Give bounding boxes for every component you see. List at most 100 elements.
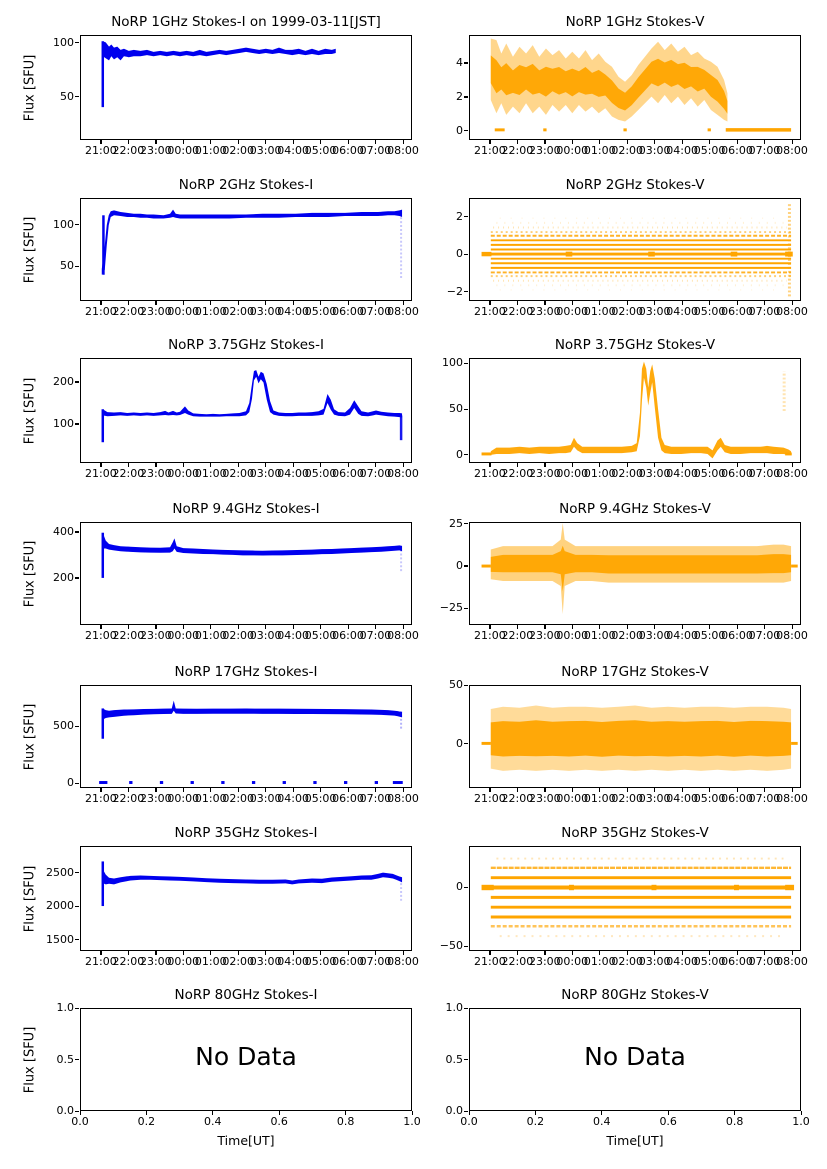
- x-tick-mark: [127, 788, 130, 792]
- x-tick-mark: [374, 301, 377, 305]
- x-tick-label: 21:00: [474, 467, 506, 480]
- x-tick-label: 06:00: [332, 144, 364, 157]
- x-tick-mark: [127, 463, 130, 467]
- x-tick-label: 00:00: [556, 144, 589, 157]
- x-tick-mark: [626, 140, 628, 144]
- x-tick-label: 22:00: [112, 955, 145, 968]
- x-tick-mark: [237, 788, 239, 792]
- x-tick-mark: [709, 788, 711, 792]
- y-tick-label: 0: [456, 736, 463, 750]
- x-tick-label: 08:00: [387, 144, 419, 157]
- y-tick-mark: [464, 253, 468, 255]
- x-tick-label: 23:00: [528, 629, 561, 642]
- x-tick-label: 0.2: [526, 1115, 545, 1128]
- x-tick-label: 07:00: [748, 144, 781, 157]
- x-tick-label: 02:00: [222, 144, 255, 157]
- x-tick-mark: [320, 140, 322, 144]
- x-tick-mark: [402, 301, 404, 305]
- x-tick-mark: [791, 625, 793, 629]
- x-tick-label: 08:00: [387, 629, 419, 642]
- x-tick-mark: [626, 301, 628, 305]
- stokes-i-trace: [101, 370, 403, 443]
- x-tick-mark: [544, 301, 546, 305]
- y-tick-mark: [464, 62, 468, 64]
- x-tick-label: 08:00: [776, 467, 808, 480]
- x-tick-mark: [278, 1111, 280, 1115]
- x-tick-label: 21:00: [474, 305, 506, 318]
- subplot-80ghz-stokes-i: NoRP 80GHz Stokes-I Flux [SFU] No Data T…: [0, 987, 421, 1169]
- x-tick-mark: [155, 788, 157, 792]
- x-tick-label: 01:00: [194, 467, 227, 480]
- x-tick-label: 03:00: [249, 792, 282, 805]
- y-tick-label: 50: [449, 678, 463, 691]
- x-tick-label: 21:00: [85, 792, 117, 805]
- x-tick-label: 01:00: [583, 467, 616, 480]
- y-tick-label: 0: [456, 447, 463, 461]
- y-tick-mark: [464, 684, 468, 686]
- subplot-1ghz-stokes-i: NoRP 1GHz Stokes-I on 1999-03-11[JST] Fl…: [0, 0, 419, 165]
- y-tick-label: 4: [456, 55, 463, 69]
- y-tick-mark: [75, 381, 79, 383]
- x-tick-label: 04:00: [277, 955, 309, 968]
- y-tick-mark: [75, 224, 79, 226]
- x-tick-label: 0.6: [270, 1115, 288, 1128]
- x-tick-mark: [347, 788, 349, 792]
- x-tick-label: 07:00: [748, 792, 781, 805]
- x-tick-label: 06:00: [332, 305, 364, 318]
- x-tick-mark: [516, 301, 519, 305]
- x-tick-mark: [100, 140, 102, 144]
- x-tick-mark: [100, 951, 102, 955]
- x-tick-mark: [182, 788, 184, 792]
- x-tick-label: 04:00: [666, 955, 698, 968]
- y-tick-label: 100: [53, 416, 74, 430]
- x-tick-label: 23:00: [139, 629, 172, 642]
- y-tick-label: 1.0: [56, 1001, 75, 1014]
- y-tick-label: 25: [449, 516, 463, 530]
- x-tick-label: 21:00: [85, 467, 117, 480]
- x-tick-mark: [210, 625, 212, 629]
- x-tick-label: 04:00: [666, 467, 698, 480]
- x-tick-mark: [210, 788, 212, 792]
- x-tick-label: 22:00: [112, 792, 145, 805]
- x-tick-label: 23:00: [139, 144, 172, 157]
- x-tick-mark: [736, 625, 738, 629]
- subplot-35ghz-stokes-v: NoRP 35GHz Stokes-V 0 −50 21:00 22:00 23:00 0…: [413, 825, 827, 990]
- x-tick-mark: [210, 463, 212, 467]
- x-tick-mark: [182, 301, 184, 305]
- y-tick-label: 0.5: [445, 1052, 464, 1066]
- x-tick-label: 03:00: [249, 955, 282, 968]
- x-tick-mark: [571, 463, 573, 467]
- subplot-title: NoRP 9.4GHz Stokes-I: [172, 501, 320, 517]
- x-tick-label: 03:00: [249, 305, 282, 318]
- stokes-v-trace: [481, 857, 795, 938]
- x-tick-label: 07:00: [359, 629, 392, 642]
- y-tick-label: 0: [456, 247, 463, 261]
- x-tick-label: 03:00: [638, 467, 671, 480]
- x-tick-label: 23:00: [139, 467, 172, 480]
- y-tick-label: 0: [456, 880, 463, 894]
- x-tick-label: 03:00: [638, 305, 671, 318]
- y-tick-label: 2: [456, 89, 463, 103]
- x-tick-mark: [791, 788, 793, 792]
- x-tick-mark: [320, 951, 322, 955]
- y-tick-mark: [464, 1110, 468, 1112]
- x-tick-label: 23:00: [139, 305, 172, 318]
- y-tick-mark: [75, 905, 79, 907]
- subplot-1ghz-stokes-v: NoRP 1GHz Stokes-V 0 2 4 21:00 22:00 23:00 00:…: [413, 0, 827, 165]
- stokes-i-trace: [101, 209, 403, 279]
- x-tick-mark: [681, 140, 683, 144]
- x-tick-label: 03:00: [249, 629, 282, 642]
- x-tick-mark: [320, 301, 322, 305]
- subplot-title: NoRP 1GHz Stokes-V: [565, 14, 705, 30]
- x-tick-label: 0.0: [71, 1115, 89, 1128]
- x-tick-label: 01:00: [194, 305, 227, 318]
- x-tick-mark: [345, 1111, 347, 1115]
- x-tick-label: 05:00: [304, 955, 337, 968]
- x-tick-mark: [489, 625, 491, 629]
- x-tick-mark: [489, 301, 491, 305]
- x-tick-mark: [265, 625, 267, 629]
- x-tick-label: 02:00: [611, 792, 644, 805]
- x-tick-mark: [626, 625, 628, 629]
- y-tick-label: 500: [53, 719, 74, 733]
- x-tick-mark: [320, 788, 322, 792]
